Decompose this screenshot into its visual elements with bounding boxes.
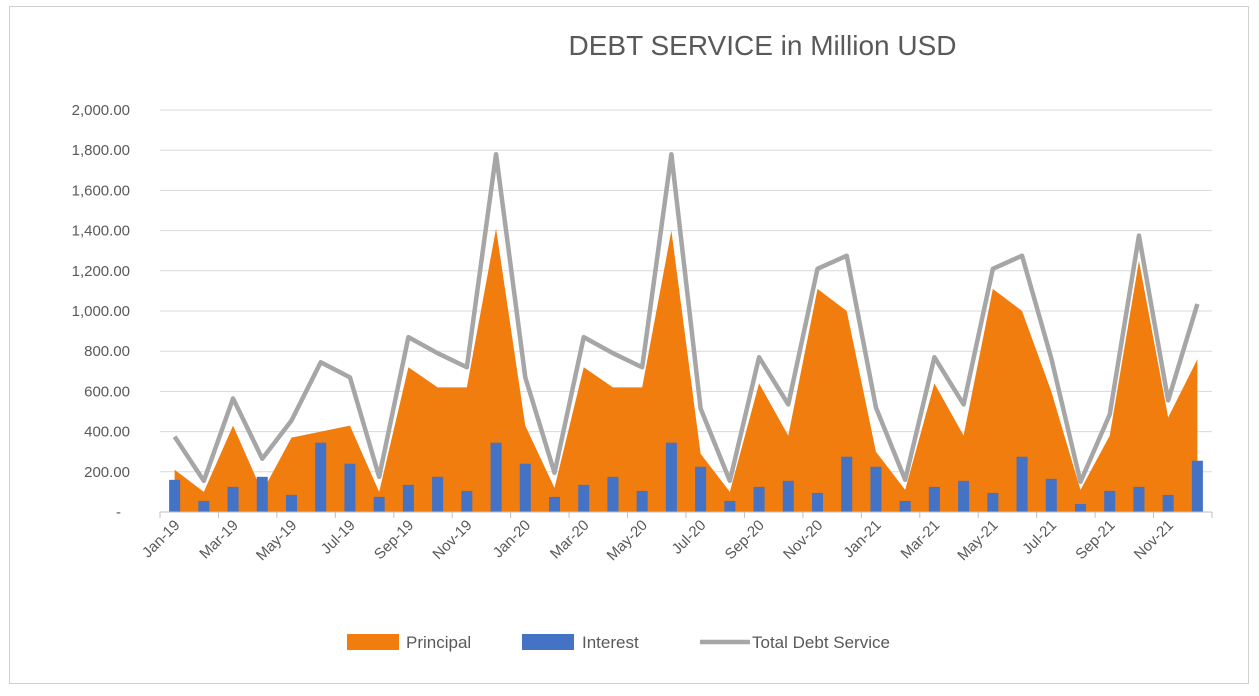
interest-bar <box>1162 494 1174 512</box>
interest-bar <box>1075 503 1086 512</box>
y-tick-label: - <box>116 504 121 521</box>
interest-bar <box>724 500 736 512</box>
total-line-layer <box>172 151 1200 485</box>
interest-bar <box>402 484 414 512</box>
interest-bar <box>695 466 707 512</box>
x-tick-label: Jan-19 <box>139 517 183 561</box>
interest-bar <box>1191 460 1203 512</box>
interest-bar <box>461 490 473 512</box>
x-tick-label: May-20 <box>604 517 651 564</box>
y-tick-label: 200.00 <box>84 464 130 481</box>
x-tick-label: Nov-21 <box>1131 517 1177 563</box>
x-tick-label: Jul-20 <box>669 517 710 558</box>
total-debt-service-line <box>172 151 1200 485</box>
x-tick-label: May-21 <box>954 517 1001 564</box>
interest-bar <box>578 484 590 512</box>
interest-bar <box>899 500 911 512</box>
chart-frame <box>9 6 1249 684</box>
x-tick-label: Mar-21 <box>898 517 944 563</box>
interest-bar <box>987 492 999 512</box>
x-tick-label: May-19 <box>253 517 300 564</box>
interest-bar <box>519 463 531 512</box>
interest-bar <box>782 480 794 512</box>
x-tick-label: Sep-21 <box>1072 517 1118 563</box>
interest-bar <box>169 479 181 512</box>
interest-bar <box>490 442 502 512</box>
interest-bar <box>665 442 677 512</box>
interest-bar <box>607 476 619 512</box>
y-tick-label: 2,000.00 <box>72 102 130 119</box>
interest-bar <box>1016 456 1028 512</box>
x-tick-label: Sep-20 <box>722 517 768 563</box>
legend: Principal Interest Total Debt Service <box>347 633 890 652</box>
interest-bar <box>636 490 648 512</box>
principal-area-layer <box>174 228 1198 512</box>
interest-bar <box>841 456 853 512</box>
legend-principal-label: Principal <box>406 633 471 652</box>
interest-bar <box>198 500 210 512</box>
interest-bar <box>1104 490 1116 512</box>
interest-bar <box>928 486 940 512</box>
legend-total-label: Total Debt Service <box>752 633 890 652</box>
x-tick-label: Jan-21 <box>840 517 884 561</box>
x-tick-label: Jan-20 <box>490 517 534 561</box>
legend-interest-swatch <box>522 634 574 650</box>
interest-bar <box>753 486 765 512</box>
legend-interest-label: Interest <box>582 633 639 652</box>
y-tick-label: 1,000.00 <box>72 303 130 320</box>
interest-bar <box>344 463 356 512</box>
y-tick-label: 1,200.00 <box>72 263 130 280</box>
chart-title: DEBT SERVICE in Million USD <box>568 30 957 61</box>
y-tick-label: 600.00 <box>84 383 130 400</box>
x-axis-ticks: Jan-19 Mar-19 May-19 Jul-19 Sep-19 Nov-19 Jan-… <box>139 517 1177 564</box>
y-tick-label: 1,800.00 <box>72 142 130 159</box>
y-tick-label: 800.00 <box>84 343 130 360</box>
interest-bar <box>256 476 268 512</box>
x-tick-label: Nov-20 <box>780 517 826 563</box>
y-axis-ticks: - 200.00 400.00 600.00 800.00 1,000.00 1,200.0… <box>72 102 130 521</box>
interest-bar-layer <box>169 442 1203 512</box>
interest-bar <box>315 442 327 512</box>
y-tick-label: 400.00 <box>84 424 130 441</box>
y-tick-label: 1,400.00 <box>72 223 130 240</box>
interest-bar <box>812 492 823 512</box>
interest-bar <box>286 494 297 512</box>
x-tick-label: Nov-19 <box>429 517 475 563</box>
interest-bar <box>958 480 970 512</box>
interest-bar <box>870 466 882 512</box>
y-tick-label: 1,600.00 <box>72 182 130 199</box>
interest-bar <box>1045 478 1057 512</box>
x-tick-label: Sep-19 <box>371 517 417 563</box>
x-axis <box>159 511 1213 518</box>
interest-bar <box>373 496 385 512</box>
interest-bar <box>1133 486 1145 512</box>
principal-area <box>174 228 1198 512</box>
x-tick-label: Mar-20 <box>547 517 593 563</box>
interest-bar <box>227 486 239 512</box>
interest-bar <box>432 476 444 512</box>
legend-principal-swatch <box>347 634 399 650</box>
x-tick-label: Jul-21 <box>1019 517 1060 558</box>
x-tick-label: Jul-19 <box>318 517 359 558</box>
x-tick-label: Mar-19 <box>196 517 242 563</box>
interest-bar <box>549 496 560 512</box>
